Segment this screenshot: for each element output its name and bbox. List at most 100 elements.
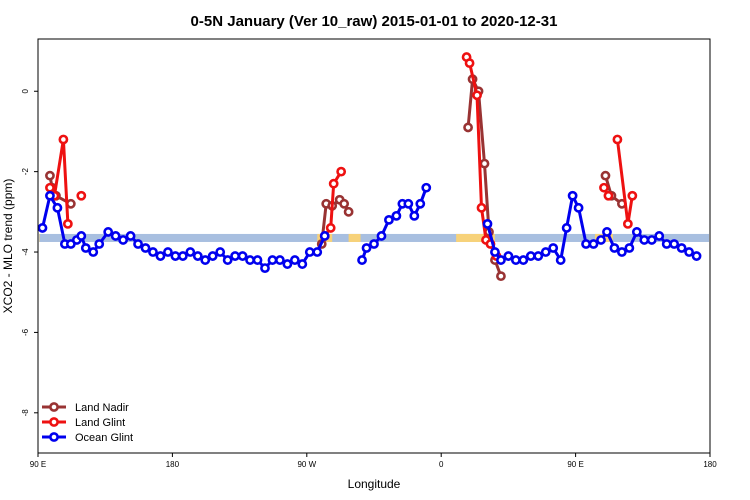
data-point (596, 235, 606, 245)
data-point (133, 239, 143, 249)
data-point (561, 223, 572, 233)
data-point (676, 243, 687, 253)
x-tick-label: 180 (166, 460, 180, 469)
y-tick-label: -6 (21, 328, 30, 336)
data-point (600, 170, 611, 181)
x-tick-label: 0 (439, 460, 444, 469)
data-point (222, 255, 233, 265)
data-point (76, 231, 87, 241)
data-point (148, 247, 158, 257)
data-point (125, 231, 136, 241)
data-point (185, 247, 196, 257)
x-tick-label: 180 (703, 460, 717, 469)
data-point (319, 231, 330, 241)
data-point (260, 263, 270, 274)
data-point (490, 247, 500, 257)
data-point (609, 243, 620, 253)
series-line (486, 194, 698, 262)
data-point (496, 255, 506, 265)
data-point (275, 255, 285, 265)
data-point (80, 243, 91, 253)
data-point (328, 178, 339, 189)
data-point (479, 158, 490, 169)
legend-label: Land Nadir (75, 402, 129, 414)
data-point (304, 247, 315, 257)
data-point (581, 239, 591, 249)
data-point (631, 227, 642, 237)
data-point (391, 210, 402, 221)
data-point (297, 259, 308, 269)
series-layer (37, 52, 702, 282)
land-band-segment (456, 233, 495, 242)
data-point (622, 218, 633, 229)
data-point (496, 271, 506, 282)
x-tick-label: 90 E (567, 460, 583, 469)
legend-item: Land Glint (42, 417, 125, 429)
data-point (252, 255, 263, 265)
land-band-segment (348, 233, 361, 242)
y-tick-label: 0 (21, 88, 30, 93)
data-point (684, 247, 694, 257)
data-point (476, 202, 487, 213)
data-point (155, 251, 166, 261)
data-point (170, 251, 181, 261)
legend-item: Land Nadir (42, 402, 129, 414)
data-point (215, 247, 226, 257)
series-line (323, 170, 343, 237)
legend-swatch-marker (49, 417, 59, 427)
data-point (376, 231, 387, 241)
data-point (603, 190, 614, 201)
y-tick-label: -4 (21, 248, 30, 256)
data-point (361, 243, 372, 253)
data-point (62, 218, 73, 229)
series-ocean-glint (37, 182, 702, 274)
y-axis: 0 -2 -4 -6 -8 (21, 88, 38, 416)
data-point (343, 206, 354, 217)
data-point (409, 210, 420, 221)
data-point (463, 122, 473, 133)
data-point (110, 231, 121, 241)
x-axis: 90 E 180 90 W 0 90 E 180 (30, 453, 717, 469)
data-point (567, 190, 578, 201)
data-point (192, 251, 203, 261)
data-point (540, 247, 551, 257)
series-line (360, 187, 428, 261)
data-point (37, 223, 48, 233)
x-axis-label: Longitude (348, 477, 401, 491)
plot-area (37, 38, 711, 454)
data-point (627, 190, 638, 201)
data-point (52, 202, 63, 213)
data-point (140, 243, 151, 253)
series-line (466, 77, 503, 277)
data-point (384, 214, 394, 225)
data-point (612, 134, 623, 145)
data-point (118, 235, 129, 245)
data-point (661, 239, 672, 249)
x-tick-label: 90 W (297, 460, 316, 469)
data-point (403, 198, 414, 209)
data-point (282, 259, 293, 269)
data-point (357, 255, 367, 265)
data-point (58, 134, 69, 145)
data-point (369, 239, 379, 249)
legend-item: Ocean Glint (42, 432, 133, 444)
data-point (639, 235, 650, 245)
data-point (616, 247, 627, 257)
data-point (482, 218, 493, 229)
chart-title: 0-5N January (Ver 10_raw) 2015-01-01 to … (191, 13, 558, 30)
data-point (464, 58, 475, 69)
data-point (525, 251, 536, 261)
data-point (415, 198, 426, 209)
data-point (325, 223, 336, 233)
data-point (237, 251, 248, 261)
data-point (45, 190, 55, 201)
data-point (555, 255, 566, 265)
ocean-band (39, 233, 709, 242)
data-point (312, 247, 323, 257)
data-point (599, 182, 609, 193)
legend-swatch-marker (49, 402, 59, 412)
series-line (615, 139, 634, 226)
data-point (289, 255, 300, 265)
data-point (421, 182, 432, 193)
data-point (510, 255, 521, 265)
